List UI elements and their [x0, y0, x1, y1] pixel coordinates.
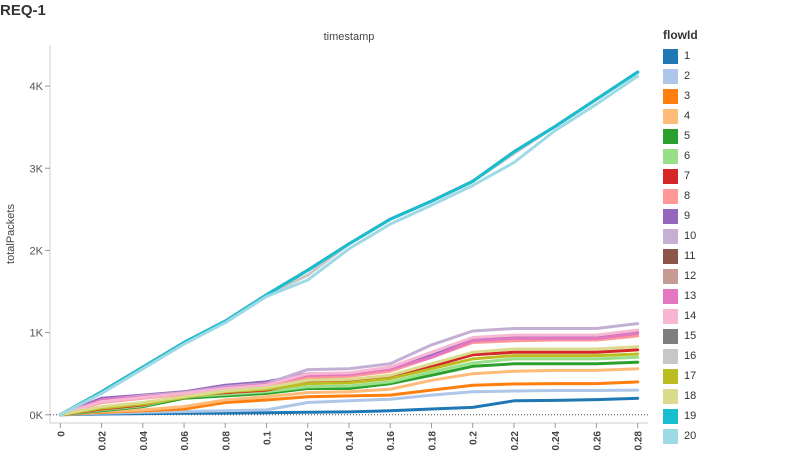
y-tick-label: 1K — [30, 328, 44, 340]
legend-label: 18 — [684, 390, 697, 402]
legend-label: 1 — [684, 50, 691, 62]
legend-swatch — [663, 168, 678, 184]
legend-item-8[interactable]: 8 — [663, 186, 793, 206]
legend-item-6[interactable]: 6 — [663, 146, 793, 166]
legend-swatch — [663, 188, 678, 204]
legend-swatch — [663, 108, 678, 124]
legend-label: 12 — [684, 270, 697, 282]
legend-label: 3 — [684, 90, 691, 102]
legend-item-11[interactable]: 11 — [663, 246, 793, 266]
legend-item-10[interactable]: 10 — [663, 226, 793, 246]
x-tick-label: 0.1 — [263, 431, 274, 445]
legend-swatch — [663, 88, 678, 104]
legend-label: 6 — [684, 150, 691, 162]
line-chart: 0K 1K 2K 3K 4K 0 0.02 0.04 0.06 0.08 0.1 0.12 0.14 0.… — [5, 31, 648, 451]
legend-item-12[interactable]: 12 — [663, 266, 793, 286]
y-tick-label: 0K — [30, 410, 44, 422]
legend-label: 9 — [684, 210, 691, 222]
legend-item-3[interactable]: 3 — [663, 86, 793, 106]
page-title: REQ-1 — [0, 2, 46, 19]
series-line-4 — [58, 367, 640, 417]
y-axis-label: totalPackets — [5, 204, 17, 264]
legend-item-16[interactable]: 16 — [663, 346, 793, 366]
legend-swatch — [663, 68, 678, 84]
x-tick-label: 0.04 — [139, 431, 150, 451]
legend-swatch — [663, 268, 678, 284]
legend-title: flowId — [663, 28, 698, 42]
legend-swatch — [663, 368, 678, 384]
legend-label: 13 — [684, 290, 697, 302]
legend-label: 7 — [684, 170, 691, 182]
legend-swatch — [663, 408, 678, 424]
legend-swatch — [663, 288, 678, 304]
x-tick-label: 0 — [56, 431, 67, 437]
series-line-2 — [58, 388, 640, 417]
legend-swatch — [663, 128, 678, 144]
legend-item-14[interactable]: 14 — [663, 306, 793, 326]
legend-label: 10 — [684, 230, 697, 242]
legend-label: 19 — [684, 410, 697, 422]
x-tick-label: 0.22 — [510, 431, 521, 451]
x-tick-label: 0.28 — [634, 431, 645, 451]
legend-label: 8 — [684, 190, 691, 202]
legend-item-1[interactable]: 1 — [663, 46, 793, 66]
legend-swatch — [663, 308, 678, 324]
x-tick-label: 0.02 — [98, 431, 109, 451]
legend-item-9[interactable]: 9 — [663, 206, 793, 226]
legend: flowId 1 2 3 4 5 6 7 8 9 10 11 12 13 14 15 16 17 18 19 20 — [663, 28, 793, 446]
x-tick-label: 0.08 — [221, 431, 232, 451]
x-tick-label: 0.06 — [180, 431, 191, 451]
legend-label: 14 — [684, 310, 697, 322]
x-tick-label: 0.2 — [469, 431, 480, 445]
chart-title: timestamp — [324, 31, 375, 43]
legend-label: 20 — [684, 430, 697, 442]
legend-swatch — [663, 208, 678, 224]
x-tick-label: 0.14 — [345, 431, 356, 451]
legend-swatch — [663, 388, 678, 404]
legend-item-18[interactable]: 18 — [663, 386, 793, 406]
legend-swatch — [663, 328, 678, 344]
legend-item-15[interactable]: 15 — [663, 326, 793, 346]
x-tick-label: 0.16 — [386, 431, 397, 451]
x-tick-label: 0.24 — [551, 431, 562, 451]
legend-swatch — [663, 248, 678, 264]
legend-label: 5 — [684, 130, 691, 142]
legend-label: 16 — [684, 350, 697, 362]
x-tick-label: 0.18 — [427, 431, 438, 451]
series-line-14 — [58, 328, 640, 417]
y-tick-label: 2K — [30, 245, 44, 257]
legend-item-17[interactable]: 17 — [663, 366, 793, 386]
legend-swatch — [663, 348, 678, 364]
legend-swatch — [663, 148, 678, 164]
legend-label: 11 — [684, 250, 696, 262]
y-tick-label: 3K — [30, 163, 44, 175]
legend-item-13[interactable]: 13 — [663, 286, 793, 306]
legend-item-5[interactable]: 5 — [663, 126, 793, 146]
legend-swatch — [663, 228, 678, 244]
legend-item-19[interactable]: 19 — [663, 406, 793, 426]
legend-label: 17 — [684, 370, 697, 382]
legend-item-20[interactable]: 20 — [663, 426, 793, 446]
series-line-20 — [58, 74, 640, 417]
legend-item-7[interactable]: 7 — [663, 166, 793, 186]
legend-label: 4 — [684, 110, 691, 122]
x-tick-label: 0.12 — [304, 431, 315, 451]
x-tick-label: 0.26 — [592, 431, 603, 451]
series-line-18 — [58, 345, 640, 417]
y-tick-label: 4K — [30, 81, 44, 93]
legend-item-4[interactable]: 4 — [663, 106, 793, 126]
legend-swatch — [663, 48, 678, 64]
legend-swatch — [663, 428, 678, 444]
legend-item-2[interactable]: 2 — [663, 66, 793, 86]
legend-label: 15 — [684, 330, 697, 342]
legend-label: 2 — [684, 70, 691, 82]
